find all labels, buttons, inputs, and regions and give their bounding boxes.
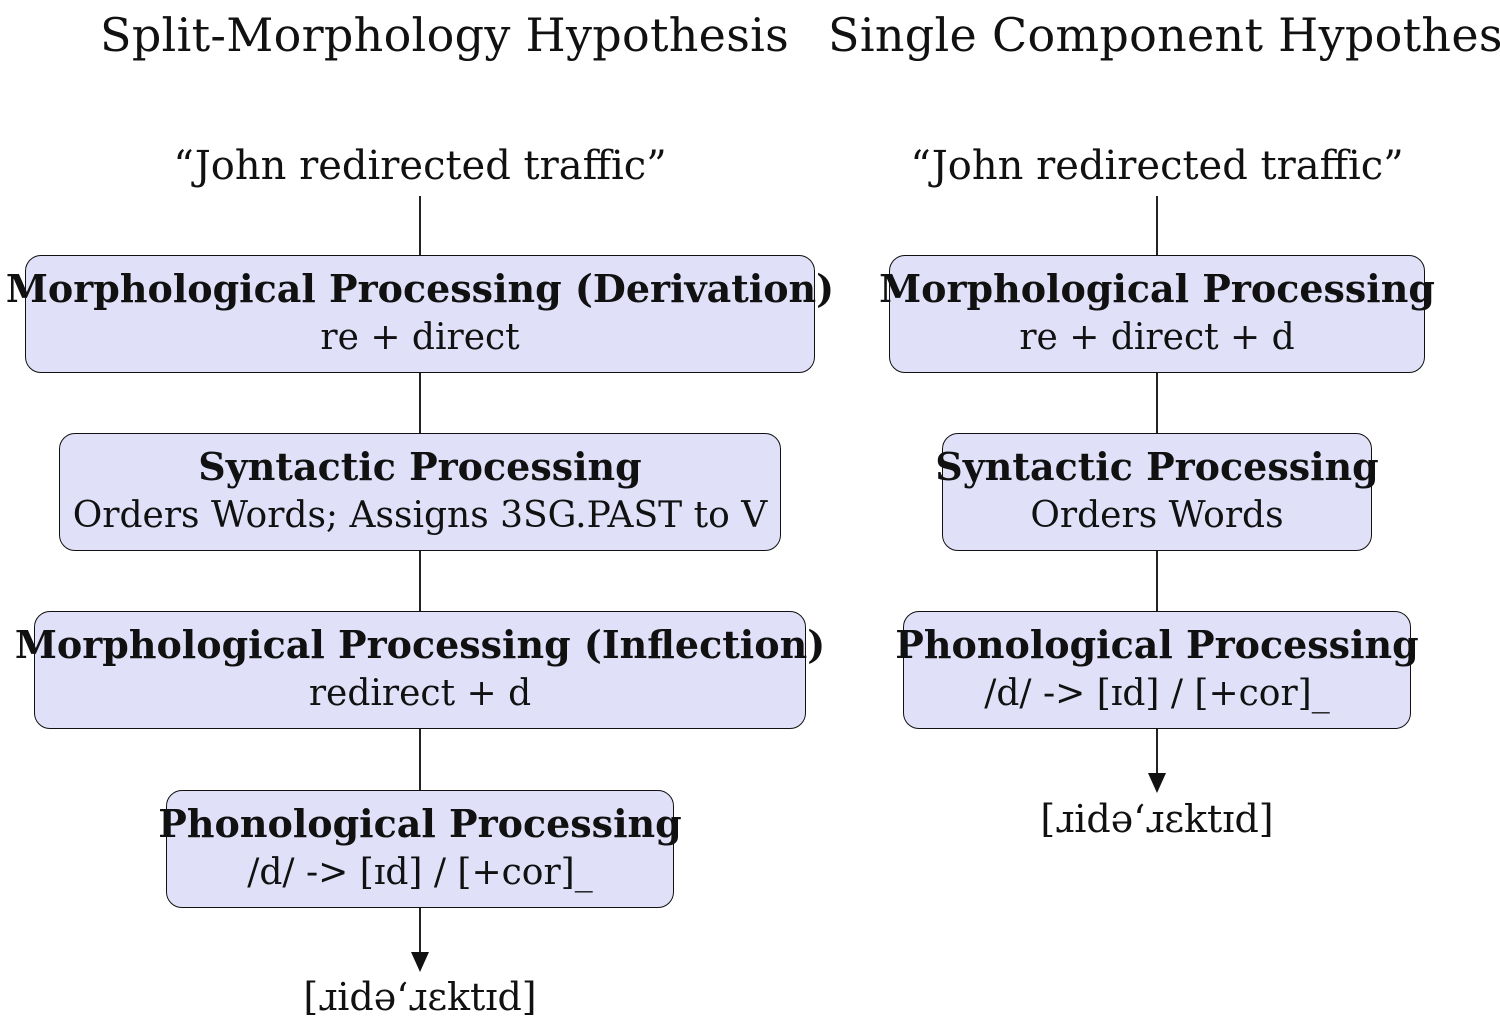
right-connector-2 <box>1156 373 1158 434</box>
right-panel-title: Single Component Hypothesis <box>828 8 1500 62</box>
left-box-syntactic-heading: Syntactic Processing <box>198 444 642 489</box>
right-box-syntactic-heading: Syntactic Processing <box>935 444 1379 489</box>
right-output-arrow-shaft <box>1156 729 1158 781</box>
left-panel-title: Split-Morphology Hypothesis <box>100 8 790 62</box>
right-input-sentence: “John redirected traffic” <box>910 143 1404 189</box>
right-box-phonological: Phonological Processing /d/ -> [ɪd] / [+… <box>895 611 1419 729</box>
right-box-phonological-detail: /d/ -> [ɪd] / [+cor]_ <box>984 673 1330 714</box>
left-output-arrowhead <box>411 952 429 972</box>
left-input-sentence: “John redirected traffic” <box>173 143 667 189</box>
right-connector-3 <box>1156 551 1158 612</box>
right-output-arrowhead <box>1148 773 1166 793</box>
left-box-morph-inflection-detail: redirect + d <box>308 673 532 714</box>
left-connector-2 <box>419 373 421 434</box>
left-box-phonological-heading: Phonological Processing <box>158 801 682 846</box>
right-connector-1 <box>1156 196 1158 256</box>
left-box-morph-inflection: Morphological Processing (Inflection) re… <box>15 611 825 729</box>
right-box-morphological-heading: Morphological Processing <box>879 266 1435 311</box>
left-output-transcription: [ɹidə‘ɹɛktɪd] <box>303 975 537 1019</box>
right-box-syntactic: Syntactic Processing Orders Words <box>935 433 1379 551</box>
right-box-phonological-heading: Phonological Processing <box>895 622 1419 667</box>
left-box-morph-inflection-heading: Morphological Processing (Inflection) <box>14 622 826 667</box>
right-box-syntactic-detail: Orders Words <box>1030 495 1284 536</box>
right-output-transcription: [ɹidə‘ɹɛktɪd] <box>1040 797 1274 841</box>
right-box-morphological: Morphological Processing re + direct + d <box>879 255 1435 373</box>
left-connector-4 <box>419 729 421 791</box>
left-box-syntactic: Syntactic Processing Orders Words; Assig… <box>59 433 781 551</box>
right-box-morphological-detail: re + direct + d <box>1019 317 1295 358</box>
left-connector-3 <box>419 551 421 612</box>
left-box-phonological: Phonological Processing /d/ -> [ɪd] / [+… <box>158 790 682 908</box>
left-box-morph-derivation-detail: re + direct <box>320 317 520 358</box>
left-box-phonological-detail: /d/ -> [ɪd] / [+cor]_ <box>247 852 593 893</box>
left-box-morph-derivation-heading: Morphological Processing (Derivation) <box>5 266 835 311</box>
left-output-arrow-shaft <box>419 908 421 960</box>
left-connector-1 <box>419 196 421 256</box>
left-box-syntactic-detail: Orders Words; Assigns 3SG.PAST to V <box>72 495 768 536</box>
left-box-morph-derivation: Morphological Processing (Derivation) re… <box>6 255 834 373</box>
